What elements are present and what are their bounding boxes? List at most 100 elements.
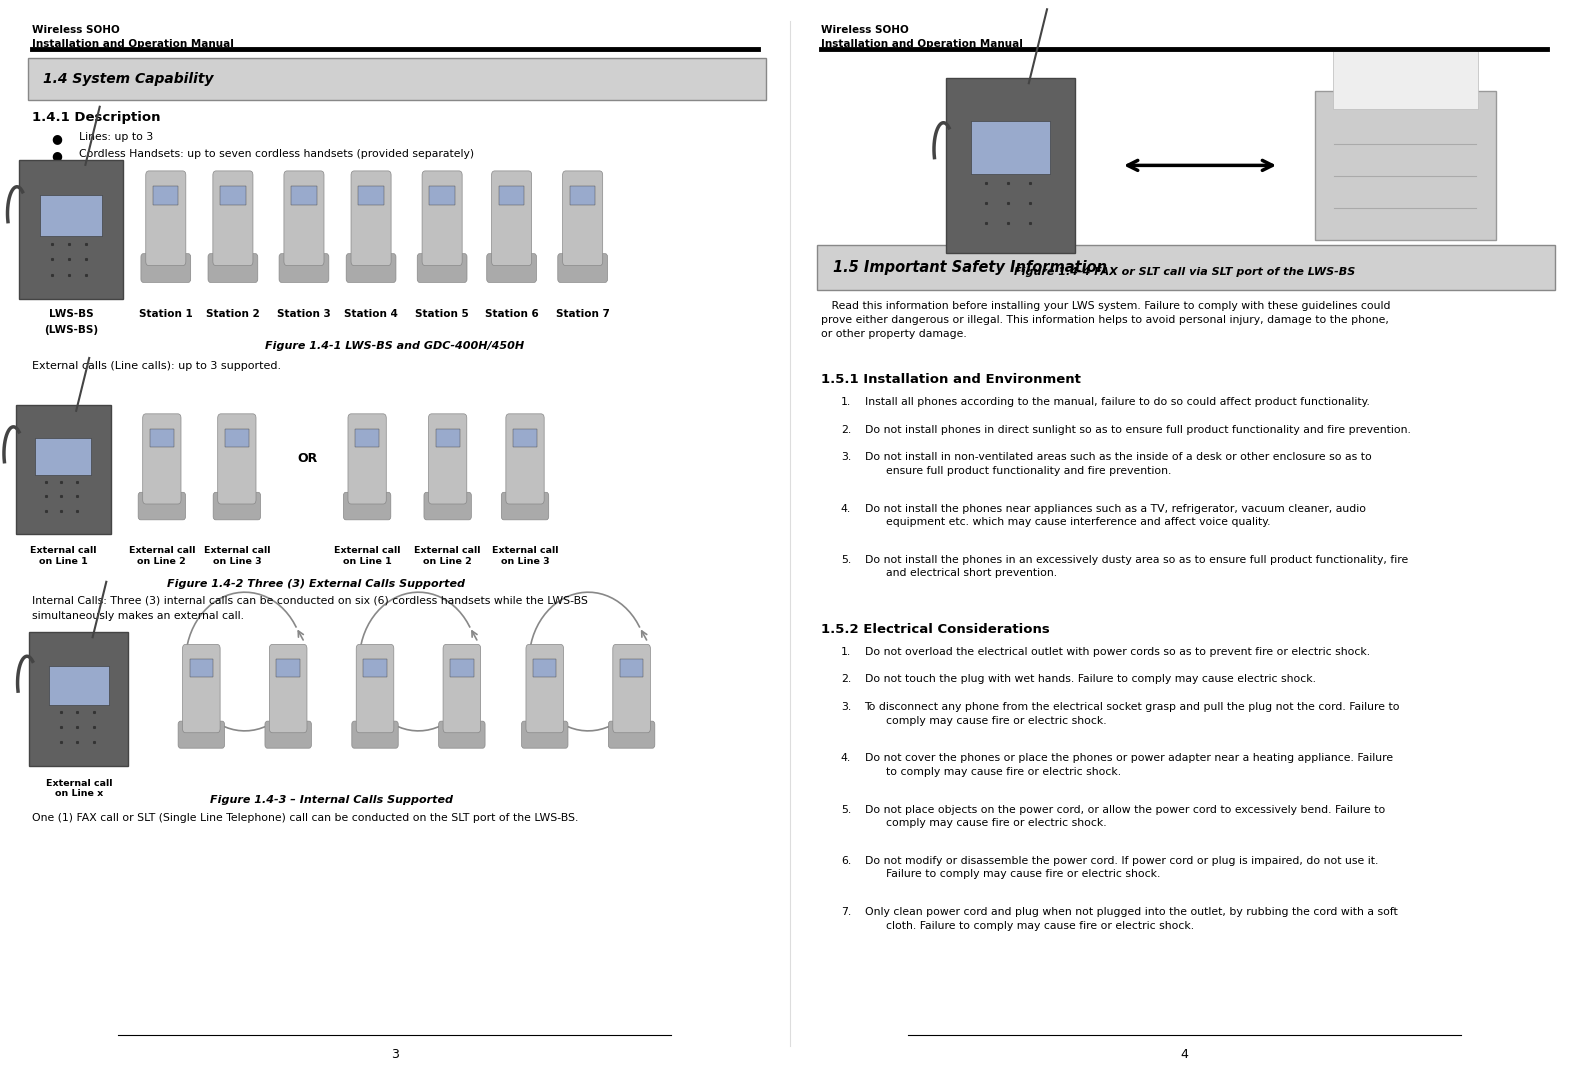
FancyBboxPatch shape — [39, 194, 103, 236]
Text: Wireless SOHO: Wireless SOHO — [821, 25, 910, 34]
FancyBboxPatch shape — [621, 659, 643, 676]
Text: simultaneously makes an external call.: simultaneously makes an external call. — [32, 611, 243, 621]
FancyBboxPatch shape — [491, 171, 532, 266]
FancyBboxPatch shape — [1333, 51, 1478, 109]
FancyBboxPatch shape — [1314, 91, 1497, 240]
Text: Do not install phones in direct sunlight so as to ensure full product functional: Do not install phones in direct sunlight… — [865, 425, 1410, 434]
FancyBboxPatch shape — [218, 414, 256, 504]
Text: Station 6: Station 6 — [485, 309, 538, 319]
FancyBboxPatch shape — [363, 659, 387, 676]
Text: 7.: 7. — [840, 907, 851, 917]
FancyBboxPatch shape — [428, 414, 467, 504]
Text: 4: 4 — [1181, 1048, 1187, 1061]
FancyBboxPatch shape — [352, 721, 398, 748]
Text: LWS-BS: LWS-BS — [49, 309, 93, 319]
FancyBboxPatch shape — [946, 78, 1075, 253]
FancyBboxPatch shape — [189, 659, 213, 676]
FancyBboxPatch shape — [521, 721, 568, 748]
FancyBboxPatch shape — [219, 187, 246, 205]
Text: Install all phones according to the manual, failure to do so could affect produc: Install all phones according to the manu… — [865, 397, 1369, 407]
Text: Station 2: Station 2 — [205, 309, 261, 319]
FancyBboxPatch shape — [450, 659, 474, 676]
Text: 3.: 3. — [840, 702, 851, 712]
Text: Do not overload the electrical outlet with power cords so as to prevent fire or : Do not overload the electrical outlet wi… — [865, 647, 1369, 656]
FancyBboxPatch shape — [344, 492, 392, 520]
Text: 3.: 3. — [840, 452, 851, 462]
FancyBboxPatch shape — [444, 644, 480, 733]
FancyBboxPatch shape — [534, 659, 556, 676]
FancyBboxPatch shape — [355, 429, 379, 447]
Text: OR: OR — [298, 452, 317, 465]
Text: Station 5: Station 5 — [415, 309, 469, 319]
Text: 1.: 1. — [840, 647, 851, 656]
FancyBboxPatch shape — [19, 159, 123, 299]
Text: Read this information before installing your LWS system. Failure to comply with : Read this information before installing … — [821, 301, 1391, 339]
FancyBboxPatch shape — [818, 245, 1555, 290]
Text: External call
on Line 2: External call on Line 2 — [128, 546, 196, 566]
FancyBboxPatch shape — [16, 405, 111, 534]
Text: External call
on Line 1: External call on Line 1 — [30, 546, 96, 566]
Text: Figure 1.4-3 – Internal Calls Supported: Figure 1.4-3 – Internal Calls Supported — [210, 795, 453, 805]
FancyBboxPatch shape — [613, 644, 651, 733]
Text: Cordless Handsets: up to seven cordless handsets (provided separately): Cordless Handsets: up to seven cordless … — [79, 149, 474, 159]
Text: 2.: 2. — [840, 425, 851, 434]
FancyBboxPatch shape — [562, 171, 603, 266]
FancyBboxPatch shape — [142, 414, 182, 504]
FancyBboxPatch shape — [439, 721, 485, 748]
FancyBboxPatch shape — [422, 171, 463, 266]
Text: Do not touch the plug with wet hands. Failure to comply may cause electric shock: Do not touch the plug with wet hands. Fa… — [865, 674, 1315, 684]
Text: Figure 1.4-1 LWS-BS and GDC-400H/450H: Figure 1.4-1 LWS-BS and GDC-400H/450H — [265, 341, 524, 351]
Text: External call
on Line x: External call on Line x — [46, 779, 112, 798]
FancyBboxPatch shape — [347, 414, 387, 504]
Text: Installation and Operation Manual: Installation and Operation Manual — [821, 39, 1023, 49]
FancyBboxPatch shape — [178, 721, 224, 748]
FancyBboxPatch shape — [213, 492, 261, 520]
FancyBboxPatch shape — [502, 492, 549, 520]
Text: 5.: 5. — [840, 555, 851, 564]
Text: 1.4 System Capability: 1.4 System Capability — [44, 71, 213, 86]
Text: 3: 3 — [392, 1048, 398, 1061]
Text: Do not install the phones near appliances such as a TV, refrigerator, vacuum cle: Do not install the phones near appliance… — [865, 504, 1366, 527]
FancyBboxPatch shape — [436, 429, 459, 447]
Text: 1.5 Important Safety Information: 1.5 Important Safety Information — [834, 260, 1107, 275]
FancyBboxPatch shape — [153, 187, 178, 205]
Text: Station 4: Station 4 — [344, 309, 398, 319]
FancyBboxPatch shape — [28, 58, 766, 100]
FancyBboxPatch shape — [265, 721, 311, 748]
FancyBboxPatch shape — [150, 429, 174, 447]
FancyBboxPatch shape — [499, 187, 524, 205]
Text: 1.4.1 Description: 1.4.1 Description — [32, 111, 159, 124]
Text: Station 7: Station 7 — [556, 309, 609, 319]
Text: 4.: 4. — [840, 504, 851, 513]
FancyBboxPatch shape — [557, 254, 608, 283]
FancyBboxPatch shape — [486, 254, 537, 283]
Text: Figure 1.4-4 FAX or SLT call via SLT port of the LWS-BS: Figure 1.4-4 FAX or SLT call via SLT por… — [1014, 267, 1355, 276]
Text: Do not cover the phones or place the phones or power adapter near a heating appl: Do not cover the phones or place the pho… — [865, 753, 1393, 777]
FancyBboxPatch shape — [270, 644, 306, 733]
FancyBboxPatch shape — [346, 254, 396, 283]
FancyBboxPatch shape — [141, 254, 191, 283]
FancyBboxPatch shape — [276, 659, 300, 676]
FancyBboxPatch shape — [208, 254, 257, 283]
Text: 1.5.1 Installation and Environment: 1.5.1 Installation and Environment — [821, 373, 1082, 386]
FancyBboxPatch shape — [358, 187, 384, 205]
Text: Station 1: Station 1 — [139, 309, 193, 319]
Text: External call
on Line 1: External call on Line 1 — [333, 546, 401, 566]
Text: Do not place objects on the power cord, or allow the power cord to excessively b: Do not place objects on the power cord, … — [865, 805, 1385, 828]
FancyBboxPatch shape — [417, 254, 467, 283]
FancyBboxPatch shape — [971, 121, 1050, 174]
Text: External call
on Line 3: External call on Line 3 — [204, 546, 270, 566]
Text: Do not install the phones in an excessively dusty area so as to ensure full prod: Do not install the phones in an excessiv… — [865, 555, 1408, 578]
Text: One (1) FAX call or SLT (Single Line Telephone) call can be conducted on the SLT: One (1) FAX call or SLT (Single Line Tel… — [32, 813, 578, 823]
FancyBboxPatch shape — [35, 437, 92, 476]
FancyBboxPatch shape — [145, 171, 186, 266]
Text: Internal Calls: Three (3) internal calls can be conducted on six (6) cordless ha: Internal Calls: Three (3) internal calls… — [32, 595, 587, 605]
Text: 4.: 4. — [840, 753, 851, 763]
Text: External calls (Line calls): up to 3 supported.: External calls (Line calls): up to 3 sup… — [32, 361, 281, 370]
Text: Wireless SOHO: Wireless SOHO — [32, 25, 120, 34]
Text: 2.: 2. — [840, 674, 851, 684]
FancyBboxPatch shape — [30, 632, 128, 766]
Text: To disconnect any phone from the electrical socket grasp and pull the plug not t: To disconnect any phone from the electri… — [865, 702, 1401, 726]
Text: Lines: up to 3: Lines: up to 3 — [79, 132, 153, 142]
Text: Do not modify or disassemble the power cord. If power cord or plug is impaired, : Do not modify or disassemble the power c… — [865, 856, 1378, 879]
